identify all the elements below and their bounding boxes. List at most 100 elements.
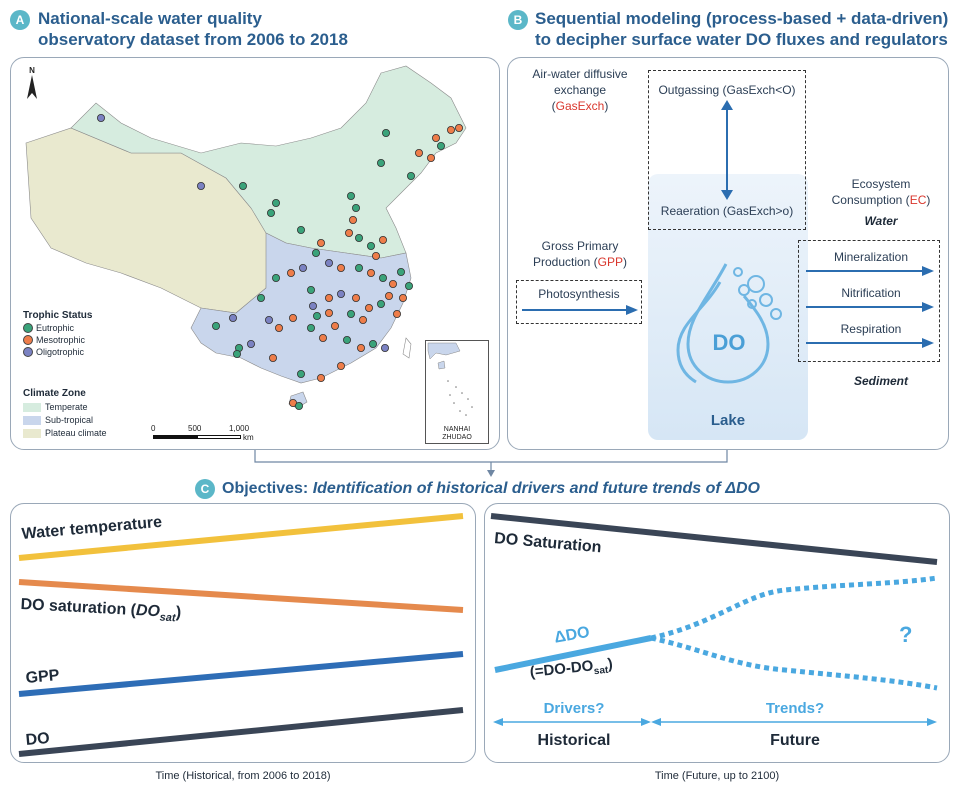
sampling-point: [378, 273, 387, 282]
temperate-swatch: [23, 402, 41, 412]
taiwan-island: [402, 337, 412, 359]
panel-c-title-italic: Identification of historical drivers and…: [312, 480, 760, 497]
gasexch-box: [648, 70, 806, 230]
sampling-point: [354, 233, 363, 242]
sampling-point: [268, 353, 277, 362]
sampling-point: [346, 309, 355, 318]
panel-b-badge: B: [508, 10, 528, 30]
sampling-point: [266, 208, 275, 217]
sampling-point: [414, 149, 423, 158]
sampling-point: [384, 291, 393, 300]
gpp-line: [18, 651, 464, 697]
mineralization-label: Mineralization: [833, 250, 909, 264]
panel-c-title-bold: Objectives:: [222, 480, 313, 497]
gasexch-text: exchange (: [551, 83, 607, 113]
scale-bar-white: [197, 435, 241, 439]
panel-a-title: National-scale water quality observatory…: [38, 8, 348, 50]
gpp-label: Gross Primary Production (GPP): [526, 238, 634, 270]
gpp-label-line1: Gross Primary: [541, 239, 619, 253]
legend-subtropical: Sub-tropical: [23, 415, 107, 425]
sampling-point: [271, 273, 280, 282]
historical-trend-lines: [18, 513, 464, 757]
panel-b-title-line2: to decipher surface water DO fluxes and …: [535, 30, 948, 49]
china-map: [25, 65, 467, 409]
climate-legend-title: Climate Zone: [23, 388, 86, 399]
sampling-point: [246, 339, 255, 348]
panel-c-badge: C: [195, 479, 215, 499]
panel-a-map-frame: N Trophic Status Eutrophic Mesotrophic O…: [10, 57, 500, 450]
ec-abbr: EC: [909, 193, 927, 207]
sampling-point: [431, 134, 440, 143]
sampling-point: [306, 285, 315, 294]
north-label: N: [29, 66, 35, 75]
sampling-point: [286, 268, 295, 277]
delta-def-sub: sat: [593, 664, 609, 678]
inset-label-2: ZHUDAO: [442, 434, 472, 441]
north-arrow-icon: [27, 75, 37, 99]
sampling-point: [404, 281, 413, 290]
gasexch-close: ): [604, 99, 609, 113]
legend-subtropical-label: Sub-tropical: [45, 415, 94, 425]
panel-a-badge: A: [10, 10, 30, 30]
historical-label: Historical: [537, 732, 611, 749]
sampling-point: [288, 313, 297, 322]
outgassing-label: Outgassing (GasExch<O): [658, 83, 796, 97]
legend-plateau-label: Plateau climate: [45, 428, 107, 438]
sampling-point: [356, 343, 365, 352]
ec-label-line2: Consumption (EC): [826, 192, 936, 208]
reaeration-label: Reaeration (GasExch>o): [660, 204, 794, 218]
sampling-point: [376, 159, 385, 168]
sampling-point: [228, 313, 237, 322]
plateau-swatch: [23, 428, 41, 438]
nitrification-label: Nitrification: [841, 286, 901, 300]
ec-label-line1: Ecosystem: [851, 177, 911, 191]
gasexch-double-arrow: [721, 100, 733, 200]
sampling-point: [256, 293, 265, 302]
water-temperature-line: [18, 513, 464, 561]
panel-c-left-frame: Water temperature DO saturation (DOsat) …: [10, 503, 476, 763]
respiration-arrow: [806, 338, 934, 348]
trends-label: Trends?: [765, 700, 825, 717]
sampling-point: [306, 323, 315, 332]
sampling-point: [368, 339, 377, 348]
sampling-point: [318, 333, 327, 342]
gpp-text: Production (: [532, 255, 598, 269]
sampling-point: [364, 303, 373, 312]
sampling-point: [366, 268, 375, 277]
sampling-point: [396, 267, 405, 276]
do-saturation-line: [18, 579, 464, 613]
sampling-point: [406, 172, 415, 181]
sampling-point: [426, 154, 435, 163]
legend-temperate-label: Temperate: [45, 402, 88, 412]
oligotrophic-dot-icon: [23, 347, 33, 357]
legend-eutrophic: Eutrophic: [23, 323, 92, 333]
scale-tick-1000: 1,000: [229, 424, 250, 433]
sampling-point: [311, 248, 320, 257]
sampling-point: [97, 114, 106, 123]
sampling-point: [196, 182, 205, 191]
mesotrophic-dot-icon: [23, 335, 33, 345]
panels-connector: [254, 450, 728, 477]
sampling-point: [388, 279, 397, 288]
legend-temperate: Temperate: [23, 402, 107, 412]
sampling-point: [380, 343, 389, 352]
legend-plateau: Plateau climate: [23, 428, 107, 438]
do-label: DO: [712, 330, 746, 355]
eutrophic-dot-icon: [23, 323, 33, 333]
ec-text: Consumption (: [831, 193, 910, 207]
photosynthesis-label: Photosynthesis: [538, 287, 620, 301]
scale-tick-0: 0: [151, 424, 156, 433]
delta-do-future-upper: [650, 575, 938, 641]
legend-mesotrophic-label: Mesotrophic: [36, 335, 86, 345]
ec-processes-box: [798, 240, 940, 362]
future-caption: Time (Future, up to 2100): [654, 770, 780, 782]
future-label: Future: [770, 732, 820, 749]
ec-close: ): [926, 193, 931, 207]
sampling-point: [366, 241, 375, 250]
sampling-point: [354, 263, 363, 272]
inset-map-graphic: [427, 342, 473, 416]
inset-map: NANHAI ZHUDAO: [425, 340, 489, 444]
sampling-point: [324, 258, 333, 267]
sampling-point: [378, 235, 387, 244]
sampling-point: [316, 238, 325, 247]
